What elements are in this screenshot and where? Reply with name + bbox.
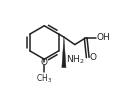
Text: O: O xyxy=(41,58,48,67)
Text: CH$_3$: CH$_3$ xyxy=(36,73,52,85)
Text: NH$_2$: NH$_2$ xyxy=(66,53,85,66)
Text: OH: OH xyxy=(97,33,110,42)
Text: O: O xyxy=(90,53,97,62)
Polygon shape xyxy=(62,37,66,68)
